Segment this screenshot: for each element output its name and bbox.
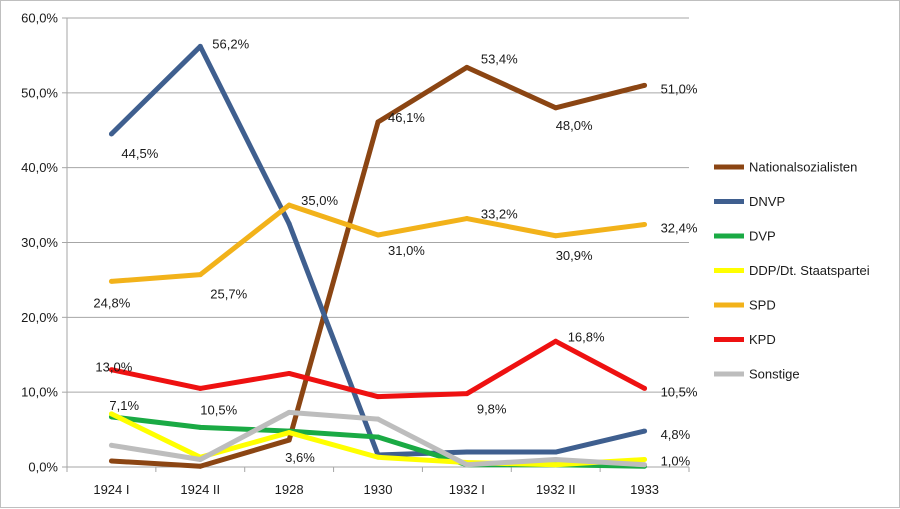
data-point: [108, 458, 114, 464]
legend-label: DNVP: [749, 194, 785, 209]
data-label: 48,0%: [556, 118, 593, 133]
data-label: 10,5%: [200, 402, 237, 417]
y-tick-label: 60,0%: [21, 11, 58, 26]
y-tick-label: 0,0%: [28, 460, 58, 475]
data-point: [108, 278, 114, 284]
data-point: [375, 454, 381, 460]
x-tick-label: 1932 I: [449, 482, 485, 497]
data-point: [464, 449, 470, 455]
data-point: [108, 411, 114, 417]
data-point: [197, 385, 203, 391]
legend-label: Nationalsozialisten: [749, 160, 857, 175]
data-label: 46,1%: [388, 110, 425, 125]
data-label: 10,5%: [661, 384, 698, 399]
data-point: [108, 131, 114, 137]
data-label: 3,6%: [285, 450, 315, 465]
data-label: 9,8%: [477, 402, 507, 417]
legend-label: SPD: [749, 298, 776, 313]
data-point: [375, 232, 381, 238]
data-label: 35,0%: [301, 193, 338, 208]
x-tick-label: 1928: [275, 482, 304, 497]
data-point: [464, 462, 470, 468]
legend: Nationalsozialisten DNVP DVP DDP/Dt. Staats…: [714, 160, 870, 382]
data-point: [197, 272, 203, 278]
data-label: 30,9%: [556, 248, 593, 263]
data-point: [642, 428, 648, 434]
data-label: 7,1%: [109, 398, 139, 413]
x-tick-label: 1932 II: [536, 482, 576, 497]
data-point: [375, 119, 381, 125]
data-label: 13,0%: [95, 360, 132, 375]
data-point: [642, 385, 648, 391]
data-point: [286, 202, 292, 208]
data-label: 4,8%: [661, 427, 691, 442]
series-line: [110, 338, 646, 400]
data-label: 16,8%: [568, 329, 605, 344]
data-point: [286, 409, 292, 415]
grid-layer: [67, 17, 689, 468]
y-tick-label: 30,0%: [21, 235, 58, 250]
data-point: [375, 416, 381, 422]
data-point: [553, 233, 559, 239]
data-point: [553, 338, 559, 344]
data-point: [642, 462, 648, 468]
data-point: [375, 394, 381, 400]
y-tick-label: 40,0%: [21, 160, 58, 175]
data-point: [464, 391, 470, 397]
y-tick-label: 50,0%: [21, 85, 58, 100]
series-layer: [108, 43, 648, 469]
data-point: [642, 457, 648, 463]
data-point: [286, 430, 292, 436]
legend-label: DVP: [749, 229, 776, 244]
data-point: [197, 43, 203, 49]
data-point: [464, 64, 470, 70]
legend-label: Sonstige: [749, 367, 800, 382]
data-point: [553, 457, 559, 463]
legend-label: KPD: [749, 332, 776, 347]
data-label: 31,0%: [388, 243, 425, 258]
data-point: [108, 442, 114, 448]
data-label: 56,2%: [212, 36, 249, 51]
data-point: [286, 437, 292, 443]
y-tick-label: 10,0%: [21, 385, 58, 400]
data-label: 51,0%: [661, 81, 698, 96]
data-point: [375, 434, 381, 440]
data-label: 44,5%: [121, 146, 158, 161]
series-line: [111, 202, 645, 284]
data-label: 24,8%: [93, 295, 130, 310]
data-point: [197, 424, 203, 430]
axis-layer: 0,0% 10,0% 20,0% 30,0% 40,0% 50,0% 60,0% 1924 I…: [21, 11, 690, 497]
data-point: [108, 367, 114, 373]
data-label: 33,2%: [481, 207, 518, 222]
data-point: [553, 449, 559, 455]
data-label: 53,4%: [481, 51, 518, 66]
data-label: 1,0%: [661, 454, 691, 469]
data-point: [286, 370, 292, 376]
data-point: [553, 105, 559, 111]
y-tick-label: 20,0%: [21, 310, 58, 325]
data-point: [642, 82, 648, 88]
x-tick-label: 1924 II: [180, 482, 220, 497]
data-point: [553, 462, 559, 468]
legend-label: DDP/Dt. Staatspartei: [749, 263, 870, 278]
data-point: [286, 221, 292, 227]
x-tick-label: 1924 I: [93, 482, 129, 497]
data-label-layer: 3,6% 46,1% 53,4% 48,0% 51,0% 44,5% 56,2% 4,8% 7,…: [93, 36, 697, 468]
x-tick-label: 1930: [364, 482, 393, 497]
data-point: [642, 222, 648, 228]
data-point: [197, 457, 203, 463]
data-point: [197, 463, 203, 469]
data-point: [464, 216, 470, 222]
data-label: 25,7%: [210, 287, 247, 302]
x-tick-label: 1933: [630, 482, 659, 497]
data-label: 32,4%: [661, 221, 698, 236]
